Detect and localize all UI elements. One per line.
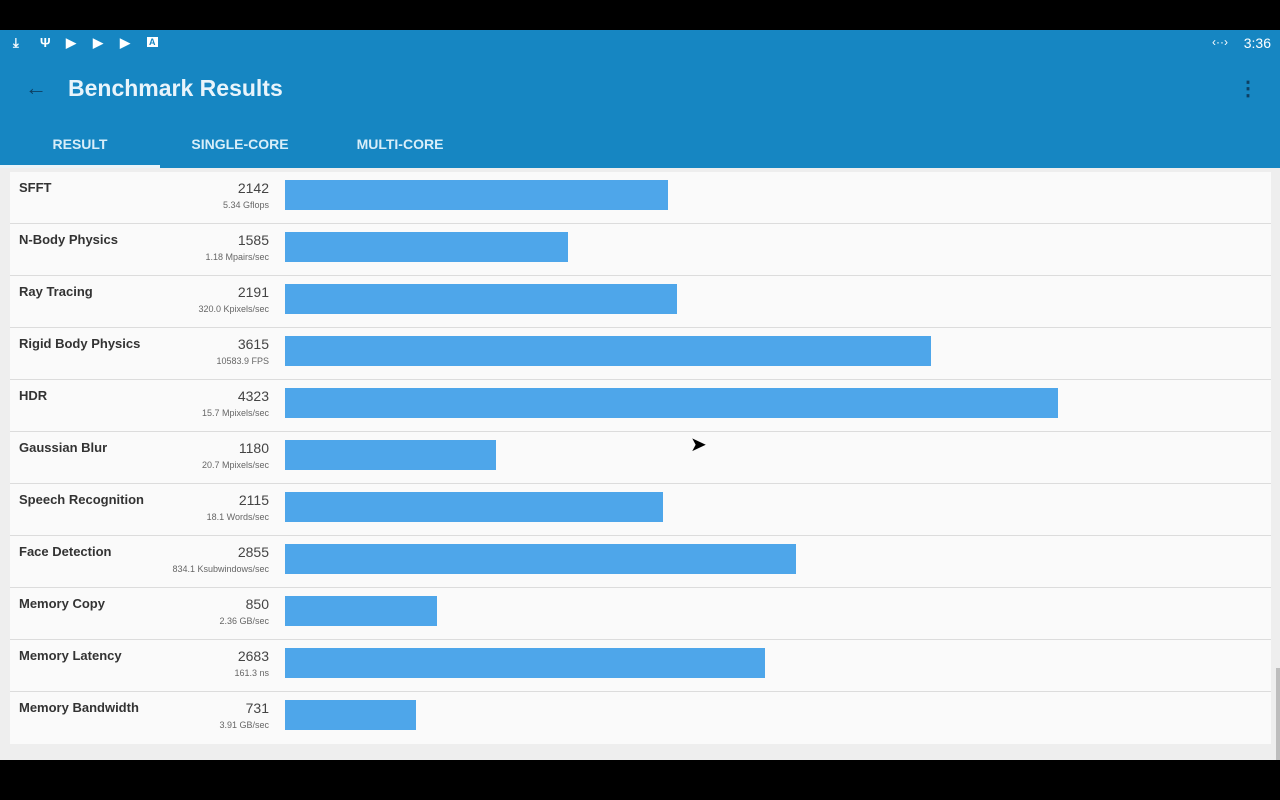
benchmark-name: Memory Latency bbox=[19, 648, 122, 663]
bottom-black-bar bbox=[0, 760, 1280, 800]
arrow-left-icon[interactable]: ← bbox=[25, 75, 47, 100]
tab-single-core[interactable]: SINGLE-CORE bbox=[191, 136, 289, 152]
tab-result[interactable]: RESULT bbox=[0, 130, 160, 168]
result-row: SFFT 2142 5.34 Gflops bbox=[10, 172, 1271, 224]
result-row: Face Detection 2855 834.1 Ksubwindows/se… bbox=[10, 536, 1271, 588]
result-row: Rigid Body Physics 3615 10583.9 FPS bbox=[10, 328, 1271, 380]
benchmark-name: Rigid Body Physics bbox=[19, 336, 141, 351]
result-row: Memory Copy 850 2.36 GB/sec bbox=[10, 588, 1271, 640]
benchmark-name: Face Detection bbox=[19, 544, 112, 559]
benchmark-score: 2115 bbox=[238, 492, 269, 508]
tab-multi-core[interactable]: MULTI-CORE bbox=[356, 136, 444, 152]
benchmark-unit: 2.36 GB/sec bbox=[219, 616, 269, 626]
scrollbar[interactable] bbox=[1276, 668, 1280, 760]
benchmark-score: 3615 bbox=[237, 336, 269, 352]
benchmark-score: 1585 bbox=[237, 232, 269, 248]
benchmark-unit: 1.18 Mpairs/sec bbox=[205, 252, 269, 262]
app-bar: ⤓ Ψ ▶ ▶ ▶ A ‹··› 3:36 ← Benchmark Result… bbox=[0, 30, 1280, 168]
benchmark-name: Gaussian Blur bbox=[19, 440, 108, 455]
benchmark-score: 1180 bbox=[238, 440, 269, 456]
benchmark-score: 2855 bbox=[237, 544, 269, 560]
benchmark-unit: 3.91 GB/sec bbox=[219, 720, 269, 730]
benchmark-unit: 10583.9 FPS bbox=[216, 356, 269, 366]
result-row: N-Body Physics 1585 1.18 Mpairs/sec bbox=[10, 224, 1271, 276]
benchmark-score: 850 bbox=[245, 596, 269, 612]
results-card: SFFT 2142 5.34 Gflops N-Body Physics 158… bbox=[10, 172, 1271, 744]
benchmark-score: 2191 bbox=[237, 284, 269, 300]
benchmark-name: Memory Copy bbox=[19, 596, 105, 611]
benchmark-unit: 320.0 Kpixels/sec bbox=[198, 304, 269, 314]
score-bar bbox=[285, 180, 668, 210]
benchmark-name: Memory Bandwidth bbox=[19, 700, 139, 715]
page-title: Benchmark Results bbox=[68, 75, 283, 101]
play-store-icon: ▶ bbox=[120, 35, 130, 50]
result-row: Memory Bandwidth 731 3.91 GB/sec bbox=[10, 692, 1271, 744]
score-bar bbox=[285, 492, 664, 522]
result-row: Gaussian Blur 1180 20.7 Mpixels/sec bbox=[10, 432, 1271, 484]
play-store-icon: ▶ bbox=[66, 35, 76, 50]
score-bar bbox=[285, 388, 1058, 418]
mouse-cursor-icon: ➤ bbox=[690, 434, 707, 456]
play-store-icon: ▶ bbox=[93, 35, 103, 50]
benchmark-name: N-Body Physics bbox=[19, 232, 118, 247]
score-bar bbox=[285, 336, 932, 366]
benchmark-unit: 20.7 Mpixels/sec bbox=[201, 460, 269, 470]
score-bar bbox=[285, 700, 416, 730]
score-bar bbox=[285, 440, 496, 470]
benchmark-score: 4323 bbox=[237, 388, 269, 404]
benchmark-score: 731 bbox=[245, 700, 269, 716]
top-black-bar bbox=[0, 0, 1280, 30]
code-icon: ‹··› bbox=[1212, 35, 1228, 49]
benchmark-unit: 18.1 Words/sec bbox=[206, 512, 269, 522]
benchmark-unit: 161.3 ns bbox=[234, 668, 269, 678]
score-bar bbox=[285, 284, 677, 314]
result-row: Ray Tracing 2191 320.0 Kpixels/sec bbox=[10, 276, 1271, 328]
benchmark-name: Ray Tracing bbox=[19, 284, 93, 299]
score-bar bbox=[285, 648, 765, 678]
benchmark-unit: 5.34 Gflops bbox=[222, 200, 269, 210]
benchmark-name: HDR bbox=[19, 388, 48, 403]
score-bar bbox=[285, 544, 796, 574]
font-icon: A bbox=[147, 37, 158, 47]
benchmark-unit: 834.1 Ksubwindows/sec bbox=[172, 564, 269, 574]
benchmark-score: 2142 bbox=[237, 180, 269, 196]
status-bar: ⤓ Ψ ▶ ▶ ▶ A ‹··› 3:36 bbox=[0, 30, 1280, 56]
result-row: Memory Latency 2683 161.3 ns bbox=[10, 640, 1271, 692]
benchmark-unit: 15.7 Mpixels/sec bbox=[201, 408, 269, 418]
result-row: Speech Recognition 2115 18.1 Words/sec bbox=[10, 484, 1271, 536]
clock: 3:36 bbox=[1243, 35, 1271, 51]
benchmark-score: 2683 bbox=[237, 648, 269, 664]
benchmark-name: Speech Recognition bbox=[19, 492, 144, 507]
score-bar bbox=[285, 596, 437, 626]
more-vert-icon[interactable]: ⋮ bbox=[1238, 78, 1258, 100]
results-list: SFFT 2142 5.34 Gflops N-Body Physics 158… bbox=[0, 168, 1280, 760]
benchmark-name: SFFT bbox=[19, 180, 52, 195]
result-row: HDR 4323 15.7 Mpixels/sec bbox=[10, 380, 1271, 432]
download-icon: ⤓ bbox=[13, 35, 19, 50]
score-bar bbox=[285, 232, 569, 262]
usb-icon: Ψ bbox=[40, 35, 51, 50]
